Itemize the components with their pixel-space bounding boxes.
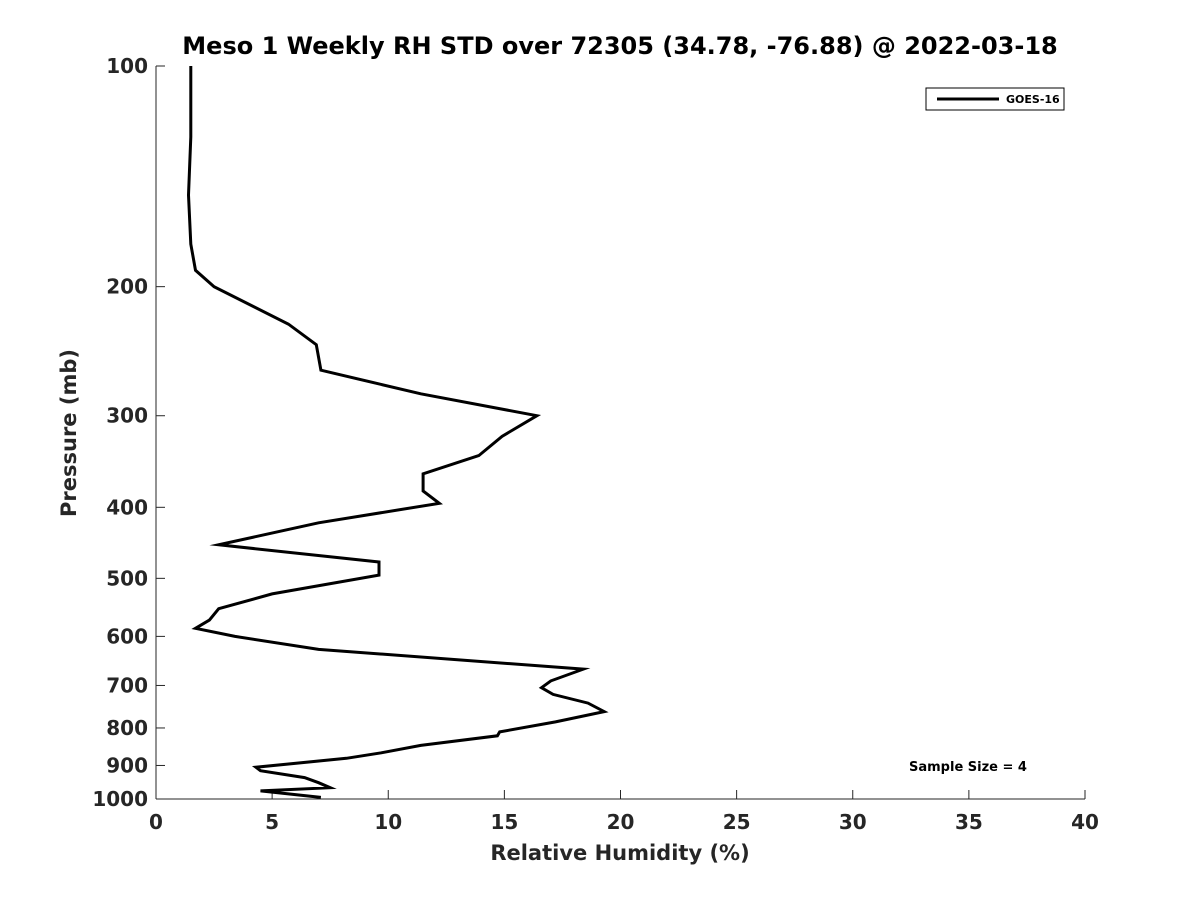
- y-tick-label: 900: [106, 753, 148, 777]
- chart-title: Meso 1 Weekly RH STD over 72305 (34.78, …: [182, 32, 1057, 60]
- x-tick-label: 35: [955, 810, 983, 834]
- legend: GOES-16: [925, 87, 1065, 111]
- y-tick-label: 600: [106, 624, 148, 648]
- y-tick-label: 400: [106, 495, 148, 519]
- x-tick-label: 5: [265, 810, 279, 834]
- x-tick-label: 20: [607, 810, 635, 834]
- x-tick-label: 25: [723, 810, 751, 834]
- x-tick-label: 15: [490, 810, 518, 834]
- x-axis-title: Relative Humidity (%): [490, 841, 749, 865]
- x-tick-label: 40: [1071, 810, 1099, 834]
- legend-label-goes-16: GOES-16: [1006, 93, 1060, 106]
- y-tick-label: 100: [106, 54, 148, 78]
- y-tick-label: 200: [106, 275, 148, 299]
- x-tick-label: 30: [839, 810, 867, 834]
- y-tick-label: 1000: [92, 787, 148, 811]
- series-line-goes-16: [186, 66, 609, 799]
- y-tick-label: 300: [106, 404, 148, 428]
- y-axis-title: Pressure (mb): [57, 349, 81, 517]
- x-tick-label: 10: [374, 810, 402, 834]
- y-tick-label: 700: [106, 673, 148, 697]
- x-tick-label: 0: [149, 810, 163, 834]
- axes: 0 5 10 15 20 25 30 35 40 100 200 300 400 500 600 700 800…: [92, 54, 1099, 834]
- y-tick-label: 500: [106, 566, 148, 590]
- y-tick-label: 800: [106, 716, 148, 740]
- sample-size-annotation: Sample Size = 4: [909, 760, 1027, 775]
- plot-area: [186, 66, 609, 799]
